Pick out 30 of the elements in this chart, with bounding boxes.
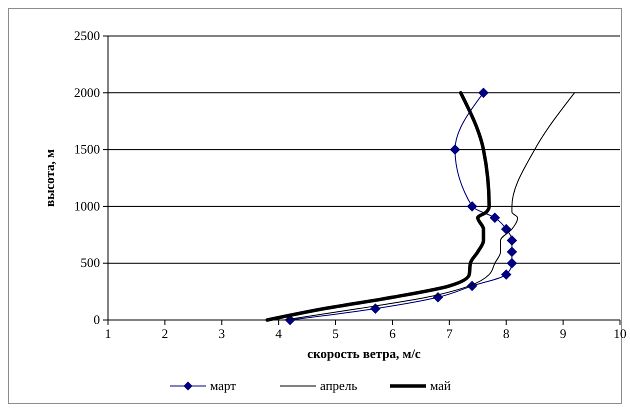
y-tick-label: 500 [80, 255, 100, 270]
point [506, 258, 517, 268]
y-tick-label: 1000 [74, 198, 100, 214]
x-tick-label: 4 [275, 326, 282, 341]
x-tick-label: 7 [446, 326, 454, 341]
point [490, 212, 500, 223]
point [467, 201, 478, 212]
x-tick-label: 1 [104, 326, 112, 341]
point [506, 246, 517, 257]
x-tick-label: 10 [614, 326, 626, 341]
x-tick-label: 8 [502, 326, 510, 341]
x-tick-label: 3 [218, 326, 226, 341]
legend-label: март [210, 378, 236, 393]
point [506, 235, 517, 246]
point [478, 88, 488, 98]
y-tick-label: 1500 [74, 142, 100, 157]
legend-label: май [430, 378, 451, 393]
y-tick-label: 2000 [74, 84, 100, 100]
x-tick-label: 6 [389, 326, 396, 341]
x-tick-label: 9 [560, 326, 566, 341]
x-tick-label: 2 [162, 326, 168, 341]
legend-label: апрель [320, 378, 358, 393]
x-axis-title: скорость ветра, м/с [307, 346, 421, 361]
y-axis-title: высота, м [42, 149, 57, 207]
point [450, 144, 460, 155]
y-tick-label: 0 [94, 312, 100, 327]
point [501, 224, 512, 234]
point [501, 270, 512, 280]
y-tick-label: 2500 [74, 28, 100, 43]
x-tick-label: 5 [332, 326, 339, 341]
